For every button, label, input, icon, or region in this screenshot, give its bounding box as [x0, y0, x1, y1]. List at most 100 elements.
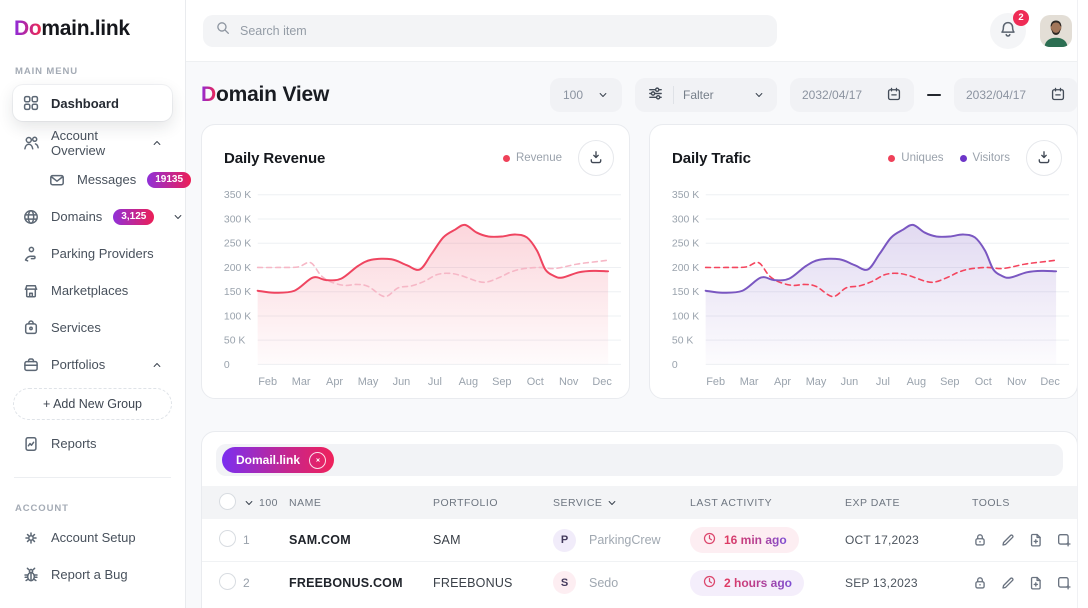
notification-badge: 2 [1013, 9, 1029, 26]
table-row[interactable]: 1 SAM.COM SAM P ParkingCrew 16 min ago O… [202, 519, 1077, 561]
file-add-button[interactable] [1028, 532, 1044, 548]
svg-text:May: May [358, 376, 379, 388]
count-badge: 19135 [147, 171, 192, 188]
sidebar-item-domains[interactable]: Domains 3,125 [13, 201, 182, 232]
page-content: Domain View 100 Falter 2032/04/17 [186, 62, 1088, 608]
sidebar-item-services[interactable]: Services [13, 312, 172, 343]
sidebar: Domain.link MAIN MENU Dashboard Account O… [0, 0, 192, 608]
notifications-button[interactable]: 2 [990, 9, 1029, 49]
svg-text:Dec: Dec [592, 376, 612, 388]
lock-icon [972, 575, 988, 594]
divider [673, 86, 674, 104]
download-chart-button[interactable] [1026, 140, 1062, 176]
note-add-button[interactable] [1056, 532, 1072, 548]
close-icon[interactable] [309, 451, 327, 469]
edit-button[interactable] [1000, 532, 1016, 548]
domains-table-card: Domail.link 100 NAME PORTFOLIO SERVICE L… [201, 431, 1078, 608]
svg-text:200 K: 200 K [672, 263, 699, 274]
chart-legend: Revenue [502, 152, 562, 164]
lock-button[interactable] [972, 575, 988, 591]
svg-text:Mar: Mar [292, 376, 311, 388]
column-tools: TOOLS [972, 496, 1010, 509]
sidebar-item-dashboard[interactable]: Dashboard [13, 85, 172, 121]
svg-text:May: May [806, 376, 827, 388]
service-cell: P ParkingCrew [553, 528, 690, 552]
svg-text:Nov: Nov [1007, 376, 1027, 388]
sidebar-item-portfolios[interactable]: Portfolios [13, 349, 172, 380]
column-portfolio[interactable]: PORTFOLIO [433, 496, 498, 509]
sidebar-item-label: Messages [77, 172, 137, 187]
exp-date: OCT 17,2023 [845, 533, 920, 547]
lock-button[interactable] [972, 532, 988, 548]
svg-text:150 K: 150 K [224, 287, 251, 298]
edit-button[interactable] [1000, 575, 1016, 591]
chart-card-0: Daily Revenue Revenue 0 50 K 100 K 150 K 200… [201, 124, 630, 399]
sidebar-item-report-a-bug[interactable]: Report a Bug [13, 559, 172, 590]
column-last-activity[interactable]: LAST ACTIVITY [690, 496, 773, 509]
user-avatar[interactable] [1040, 14, 1072, 47]
calendar-icon [1050, 86, 1066, 105]
svg-text:50 K: 50 K [224, 336, 246, 347]
filter-chip[interactable]: Domail.link [222, 447, 335, 473]
select-all-checkbox[interactable] [219, 492, 236, 510]
download-chart-button[interactable] [578, 140, 614, 176]
sidebar-item-reports[interactable]: Reports [13, 428, 172, 459]
domain-name: SAM.COM [289, 533, 351, 547]
row-checkbox[interactable] [219, 572, 236, 590]
date-to-picker[interactable]: 2032/04/17 [954, 78, 1078, 112]
svg-text:Jun: Jun [393, 376, 411, 388]
column-service[interactable]: SERVICE [553, 497, 690, 509]
row-number: 1 [243, 533, 250, 547]
search-input[interactable] [240, 23, 765, 38]
last-activity-cell: 2 hours ago [690, 569, 845, 596]
calendar-icon [886, 86, 902, 105]
table-row[interactable]: 2 FREEBONUS.COM FREEBONUS S Sedo 2 hours… [202, 561, 1077, 603]
date-from-picker[interactable]: 2032/04/17 [790, 78, 914, 112]
sidebar-item-account-overview[interactable]: Account Overview [13, 127, 172, 158]
column-name[interactable]: NAME [289, 496, 322, 509]
sidebar-item-messages[interactable]: Messages 19135 [39, 164, 192, 195]
svg-text:100 K: 100 K [224, 311, 251, 322]
chart-plot: 0 50 K 100 K 150 K 200 K 250 K 300 K 350 K Feb Ma… [224, 190, 622, 388]
sidebar-item-parking-providers[interactable]: Parking Providers [13, 238, 172, 269]
gear-icon [22, 529, 40, 547]
sidebar-item-label: Portfolios [51, 357, 106, 372]
note-add-button[interactable] [1056, 575, 1072, 591]
charts-row: Daily Revenue Revenue 0 50 K 100 K 150 K 200… [201, 124, 1078, 399]
grid-icon [22, 94, 40, 112]
chart-card-1: Daily Trafic Uniques Visitors 0 50 K 100 K 1… [649, 124, 1078, 399]
scrollbar-track[interactable] [1077, 0, 1088, 608]
svg-text:250 K: 250 K [224, 239, 251, 250]
svg-text:50 K: 50 K [672, 336, 694, 347]
app-logo: Domain.link [0, 0, 185, 41]
svg-text:Sep: Sep [492, 376, 511, 388]
last-activity-badge: 2 hours ago [690, 569, 805, 596]
row-checkbox[interactable] [219, 530, 236, 547]
note-add-icon [1056, 575, 1072, 594]
date-range-dash [927, 93, 941, 97]
svg-text:Aug: Aug [907, 376, 926, 388]
last-activity-badge: 16 min ago [690, 527, 799, 553]
sidebar-item-label: Parking Providers [51, 246, 154, 261]
svg-text:300 K: 300 K [672, 215, 699, 226]
legend-label: Visitors [972, 152, 1011, 164]
column-exp-date[interactable]: EXP DATE [845, 496, 900, 509]
svg-text:Jun: Jun [841, 376, 859, 388]
service-avatar: S [553, 571, 576, 594]
search-box[interactable] [203, 14, 777, 47]
service-name: Sedo [589, 575, 619, 590]
page-title: Domain View [201, 83, 330, 106]
table-body: 1 SAM.COM SAM P ParkingCrew 16 min ago O… [202, 519, 1077, 603]
sidebar-add-new-group-button[interactable]: + Add New Group [13, 388, 172, 420]
sidebar-item-account-setup[interactable]: Account Setup [13, 522, 172, 553]
sidebar-item-marketplaces[interactable]: Marketplaces [13, 275, 172, 306]
last-activity-text: 2 hours ago [724, 575, 793, 590]
chevron-up-icon [151, 359, 163, 371]
chevron-down-icon [753, 89, 765, 101]
page-size-select[interactable]: 100 [550, 78, 622, 112]
filter-select[interactable]: Falter [635, 78, 777, 112]
file-add-button[interactable] [1028, 575, 1044, 591]
sidebar-item-label: Marketplaces [51, 283, 129, 298]
column-count[interactable]: 100 [243, 497, 289, 509]
